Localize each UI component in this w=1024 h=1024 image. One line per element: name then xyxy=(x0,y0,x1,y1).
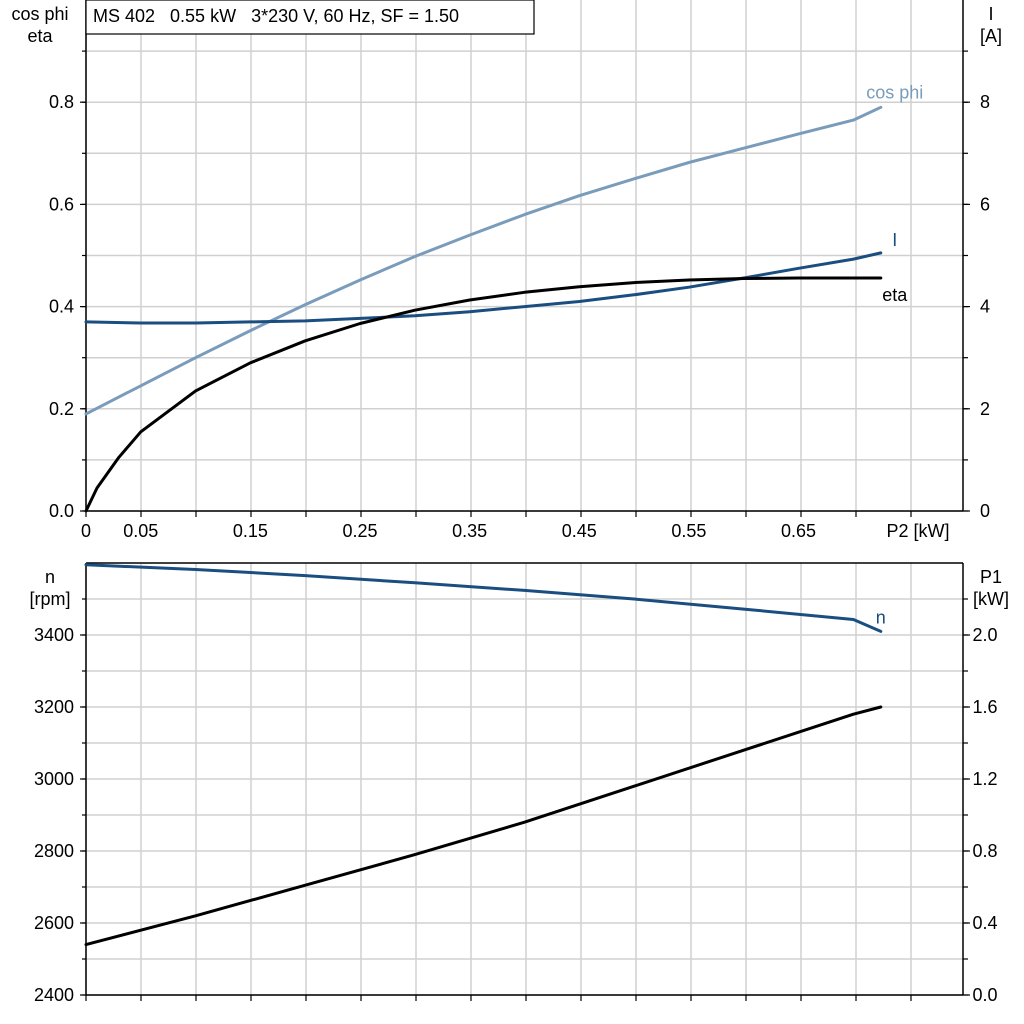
left-tick-label: 0.2 xyxy=(49,399,74,419)
chart-title: MS 402 0.55 kW 3*230 V, 60 Hz, SF = 1.50 xyxy=(93,6,459,26)
series-label-n: n xyxy=(876,607,886,627)
x-tick-label: 0 xyxy=(81,521,91,541)
series-line-p1 xyxy=(84,705,883,947)
right-tick-label: 1.2 xyxy=(972,769,997,789)
left-tick-label: 0.8 xyxy=(49,92,74,112)
left-axis-unit: [rpm] xyxy=(29,589,70,609)
right-axis-unit: [A] xyxy=(980,26,1002,46)
left-axis-title: n xyxy=(45,567,55,587)
left-tick-label: 0.6 xyxy=(49,194,74,214)
right-tick-label: 0.0 xyxy=(972,985,997,1005)
left-tick-label: 3000 xyxy=(34,769,74,789)
right-axis-title: P1 xyxy=(980,567,1002,587)
right-tick-label: 2 xyxy=(980,399,990,419)
right-tick-label: 0.4 xyxy=(972,913,997,933)
series-label-i: I xyxy=(892,230,897,250)
left-tick-label: 2800 xyxy=(34,841,74,861)
left-tick-label: 0.4 xyxy=(49,297,74,317)
x-tick-label: 0.15 xyxy=(233,521,268,541)
right-axis-unit: [kW] xyxy=(973,589,1009,609)
right-tick-label: 2.0 xyxy=(972,625,997,645)
series-line-eta xyxy=(84,276,883,513)
right-axis-title: I xyxy=(988,4,993,24)
series-line-i xyxy=(84,251,883,325)
right-tick-label: 4 xyxy=(980,297,990,317)
x-tick-label: 0.35 xyxy=(452,521,487,541)
x-tick-label: 0.05 xyxy=(123,521,158,541)
left-tick-label: 3200 xyxy=(34,697,74,717)
left-tick-label: 0.0 xyxy=(49,501,74,521)
x-tick-label: 0.25 xyxy=(343,521,378,541)
left-tick-label: 2600 xyxy=(34,913,74,933)
x-axis-title: P2 [kW] xyxy=(886,521,949,541)
title-box: MS 402 0.55 kW 3*230 V, 60 Hz, SF = 1.50 xyxy=(85,0,535,35)
lower-chart-panel: 2400 2600 2800 3000 3200 3400 0.0 0.4 0.8 1.2 1.6 2… xyxy=(29,562,1009,1005)
x-tick-label: 0.55 xyxy=(671,521,706,541)
right-tick-label: 6 xyxy=(980,194,990,214)
series-label-eta: eta xyxy=(882,285,908,305)
right-tick-label: 0 xyxy=(980,501,990,521)
x-tick-label: 0.65 xyxy=(781,521,816,541)
left-axis-unit: eta xyxy=(27,26,53,46)
right-tick-label: 0.8 xyxy=(972,841,997,861)
series-line-cos-phi xyxy=(84,105,883,416)
left-tick-label: 2400 xyxy=(34,985,74,1005)
right-tick-label: 1.6 xyxy=(972,697,997,717)
right-tick-label: 8 xyxy=(980,92,990,112)
left-tick-label: 3400 xyxy=(34,625,74,645)
left-axis-title: cos phi xyxy=(11,4,68,24)
x-tick-label: 0.45 xyxy=(562,521,597,541)
series-line-n xyxy=(84,563,883,633)
series-label-cos-phi: cos phi xyxy=(866,82,923,102)
